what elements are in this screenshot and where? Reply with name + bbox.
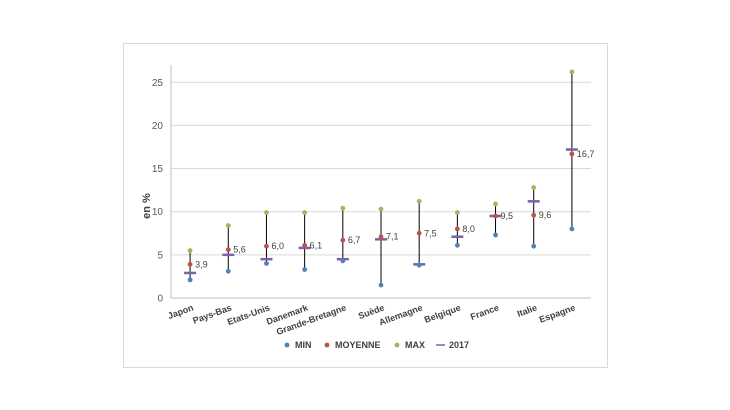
point-moyenne bbox=[569, 151, 575, 157]
point-min bbox=[493, 232, 498, 238]
point-min bbox=[264, 261, 269, 266]
legend-label: 2017 bbox=[449, 340, 469, 350]
point-min bbox=[225, 268, 231, 274]
legend-label: MAX bbox=[405, 340, 425, 350]
data-label: 16,7 bbox=[577, 149, 595, 159]
legend: MIN MOYENNE MAX 2017 bbox=[284, 340, 469, 350]
point-max bbox=[454, 210, 460, 215]
point-min bbox=[531, 243, 537, 249]
x-tick-label: Italie bbox=[516, 302, 539, 318]
y-tick-label: 15 bbox=[152, 164, 164, 175]
point-max bbox=[302, 210, 308, 215]
point-min bbox=[569, 226, 575, 232]
point-moyenne bbox=[225, 247, 231, 253]
point-max bbox=[531, 185, 537, 190]
point-moyenne bbox=[454, 226, 460, 232]
chart: en % 0 5 10 15 20 25 3,9 5,6 6,0 6,1 6,7 7,1 7,5 8,0… bbox=[141, 65, 595, 350]
y-tick-label: 0 bbox=[157, 294, 163, 305]
y-tick-label: 10 bbox=[152, 207, 164, 218]
point-min bbox=[378, 282, 384, 288]
x-tick-label: Belgique bbox=[423, 302, 462, 324]
x-tick-label: Allemagne bbox=[378, 302, 424, 327]
data-label: 6,1 bbox=[310, 240, 323, 250]
legend-label: MIN bbox=[295, 340, 312, 350]
point-moyenne bbox=[187, 261, 193, 267]
point-moyenne bbox=[340, 237, 346, 243]
point-min bbox=[340, 258, 346, 264]
point-min bbox=[416, 262, 422, 268]
point-max bbox=[378, 206, 384, 212]
point-moyenne bbox=[493, 213, 498, 219]
legend-marker bbox=[324, 342, 330, 348]
point-min bbox=[187, 277, 193, 283]
y-tick-label: 20 bbox=[152, 121, 164, 132]
point-max bbox=[340, 205, 346, 211]
x-axis: JaponPays-BasEtats-UnisDanemarkGrande-Br… bbox=[166, 297, 591, 337]
x-tick-label: Etats-Unis bbox=[226, 302, 271, 327]
point-min bbox=[454, 242, 460, 248]
point-moyenne bbox=[416, 230, 422, 236]
y-axis-label: en % bbox=[141, 193, 153, 219]
x-tick-label: Japon bbox=[166, 302, 194, 320]
point-max bbox=[225, 223, 231, 228]
data-marks: 3,9 5,6 6,0 6,1 6,7 7,1 7,5 8,0 9,5 9,6 16,7 bbox=[184, 69, 595, 288]
point-max bbox=[416, 198, 422, 204]
legend-marker bbox=[394, 342, 400, 348]
point-moyenne bbox=[302, 242, 308, 248]
data-label: 8,0 bbox=[462, 224, 475, 234]
data-label: 9,6 bbox=[539, 210, 552, 220]
data-label: 6,7 bbox=[348, 235, 361, 245]
data-label: 7,5 bbox=[424, 228, 437, 238]
point-max bbox=[264, 210, 269, 215]
data-label: 7,1 bbox=[386, 232, 399, 242]
x-tick-label: France bbox=[469, 302, 500, 321]
legend-marker bbox=[284, 342, 290, 348]
legend-label: MOYENNE bbox=[335, 340, 381, 350]
point-min bbox=[302, 267, 308, 272]
point-moyenne bbox=[264, 243, 269, 249]
point-moyenne bbox=[378, 234, 384, 240]
data-label: 9,5 bbox=[501, 211, 514, 221]
y-tick-label: 25 bbox=[152, 78, 164, 89]
y-tick-label: 5 bbox=[157, 250, 163, 261]
point-max bbox=[187, 248, 193, 253]
point-moyenne bbox=[531, 212, 537, 218]
data-label: 6,0 bbox=[271, 241, 284, 251]
data-label: 5,6 bbox=[233, 245, 246, 255]
chart-frame: en % 0 5 10 15 20 25 3,9 5,6 6,0 6,1 6,7 7,1 7,5 8,0… bbox=[123, 43, 608, 368]
data-label: 3,9 bbox=[195, 259, 208, 269]
point-max bbox=[493, 201, 498, 207]
point-max bbox=[569, 69, 575, 75]
x-tick-label: Espagne bbox=[538, 302, 577, 324]
y-axis: 0 5 10 15 20 25 bbox=[152, 65, 172, 305]
